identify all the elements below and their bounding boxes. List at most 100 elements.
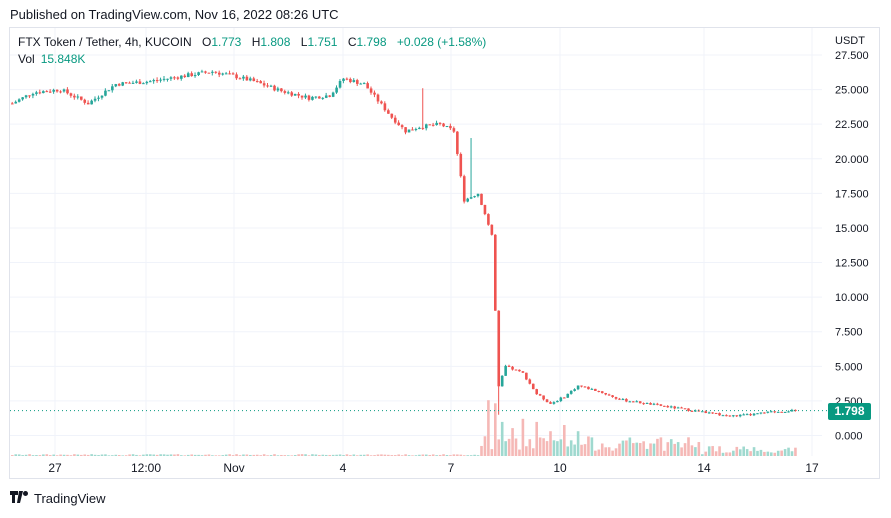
candle-body xyxy=(76,96,80,98)
symbol-label[interactable]: FTX Token / Tether, 4h, KUCOIN xyxy=(18,35,192,49)
volume-bar xyxy=(714,451,718,456)
volume-bar xyxy=(252,454,256,456)
volume-bar xyxy=(249,454,252,456)
candle-body xyxy=(583,386,587,388)
legend: FTX Token / Tether, 4h, KUCOIN O1.773 H1… xyxy=(18,34,486,68)
volume-bar xyxy=(35,455,38,456)
volume-bar xyxy=(124,455,128,456)
candle-body xyxy=(387,110,390,114)
candle-body xyxy=(514,369,518,371)
volume-bar xyxy=(221,455,225,456)
volume-bar xyxy=(166,454,169,456)
candle-body xyxy=(104,90,107,96)
candle-body xyxy=(538,394,542,396)
candle-body xyxy=(652,403,656,405)
volume-bar xyxy=(428,454,432,456)
candle-body xyxy=(93,98,97,101)
volume-bar xyxy=(521,418,525,456)
volume-bar xyxy=(66,454,69,456)
volume-bar xyxy=(287,455,290,456)
candle-body xyxy=(252,78,256,82)
y-tick-label: 15.000 xyxy=(835,223,869,235)
candle-body xyxy=(28,95,31,97)
last-price-tag: 1.798 xyxy=(828,403,871,420)
candle-body xyxy=(718,413,721,416)
candle-body xyxy=(618,398,621,400)
volume-bar xyxy=(169,454,173,456)
volume-bar xyxy=(24,454,28,456)
chart-frame[interactable] xyxy=(9,27,880,479)
candle-body xyxy=(48,91,52,93)
candle-body xyxy=(590,388,594,390)
volume-bar xyxy=(421,454,425,456)
volume-bar xyxy=(776,450,780,456)
candle-body xyxy=(376,94,380,102)
volume-bar xyxy=(235,454,238,456)
volume-bar xyxy=(531,448,535,456)
currency-label[interactable]: USDT xyxy=(835,35,865,47)
volume-bar xyxy=(790,451,794,456)
candle-body xyxy=(152,80,156,82)
candle-body xyxy=(186,73,190,78)
x-tick-label: 12:00 xyxy=(131,461,161,475)
footer-brand[interactable]: TradingView xyxy=(10,491,106,506)
volume-bar xyxy=(307,455,311,456)
candles xyxy=(11,69,797,418)
candle-body xyxy=(404,127,407,133)
volume-bar xyxy=(635,442,639,456)
candle-body xyxy=(349,78,352,83)
candle-body xyxy=(42,91,45,94)
volume-bar xyxy=(107,455,111,456)
candle-body xyxy=(342,78,345,82)
volume-bar xyxy=(563,425,566,456)
volume-bar xyxy=(393,455,397,456)
volume-bar xyxy=(131,454,135,456)
candle-body xyxy=(735,415,739,417)
volume-bar xyxy=(373,455,376,456)
candle-body xyxy=(73,95,76,98)
candle-body xyxy=(397,122,400,126)
open-label: O xyxy=(201,35,212,49)
volume-bar xyxy=(545,441,549,456)
volume-bar xyxy=(773,452,777,456)
candle-body xyxy=(249,78,252,81)
volume-bar xyxy=(93,454,97,456)
candle-body xyxy=(556,401,559,403)
volume-bar xyxy=(742,446,745,456)
volume-bar xyxy=(794,447,797,456)
candle-body xyxy=(638,401,642,404)
volume-bar xyxy=(135,454,138,456)
volume-bar xyxy=(397,454,400,456)
volume-bar xyxy=(756,450,759,456)
volume-bar xyxy=(663,450,666,456)
volume-bar xyxy=(356,455,359,456)
candle-body xyxy=(614,397,618,399)
volume-bar xyxy=(494,403,497,456)
volume-bar xyxy=(228,454,231,456)
volume-bar xyxy=(497,439,501,456)
volume-bar xyxy=(404,454,407,456)
volume-bar xyxy=(649,443,652,456)
volume-bar xyxy=(583,444,587,456)
y-tick-label: 7.500 xyxy=(835,327,863,339)
candle-body xyxy=(266,85,269,87)
candle-body xyxy=(738,414,742,417)
volume-bar xyxy=(114,454,118,456)
candle-body xyxy=(11,103,14,105)
volume-bar xyxy=(335,454,338,456)
candle-body xyxy=(211,71,214,73)
candle-body xyxy=(183,75,187,78)
volume-bar xyxy=(97,455,100,456)
candle-body xyxy=(483,204,487,215)
volume-bar xyxy=(418,454,421,456)
volume-bar xyxy=(242,454,245,456)
volume-bar xyxy=(259,455,262,456)
candle-body xyxy=(221,73,225,75)
volume-bar xyxy=(390,455,394,456)
candle-body xyxy=(59,91,62,93)
volume-bar xyxy=(211,455,214,456)
volume-bar xyxy=(525,446,528,456)
volume-bar xyxy=(707,446,711,456)
candle-body xyxy=(635,401,639,403)
